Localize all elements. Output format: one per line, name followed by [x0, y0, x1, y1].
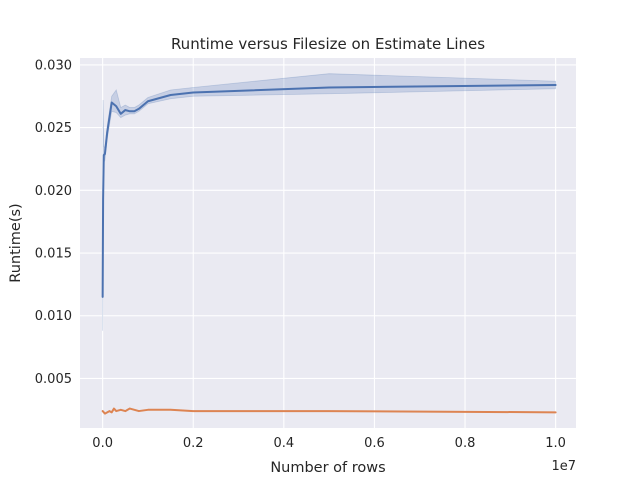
y-tick-label: 0.025: [35, 121, 72, 136]
y-tick-label: 0.030: [35, 58, 72, 73]
grid: [80, 58, 576, 428]
x-axis-offset-label: 1e7: [551, 459, 576, 474]
x-tick-label: 0.8: [455, 436, 476, 451]
x-axis-label: Number of rows: [270, 460, 385, 476]
x-tick-label: 1.0: [545, 436, 566, 451]
y-tick-label: 0.020: [35, 184, 72, 199]
x-tick-label: 0.0: [92, 436, 113, 451]
x-tick-label: 0.6: [364, 436, 385, 451]
tick-labels: 0.005 0.010 0.015 0.020 0.025 0.030 0.0 0.2 0.4 0…: [35, 58, 566, 451]
series-1-confidence-band: [102, 73, 557, 331]
chart-title: Runtime versus Filesize on Estimate Line…: [171, 35, 485, 53]
plot-area: [80, 58, 576, 428]
y-tick-label: 0.005: [35, 372, 72, 387]
confidence-bands: [102, 73, 557, 331]
y-axis-label: Runtime(s): [8, 203, 24, 282]
y-tick-label: 0.015: [35, 247, 72, 262]
series-lines: [101, 83, 557, 415]
series-2-line: [101, 407, 557, 415]
series-1-line: [101, 83, 557, 298]
x-tick-label: 0.4: [273, 436, 294, 451]
x-tick-label: 0.2: [183, 436, 204, 451]
y-tick-label: 0.010: [35, 309, 72, 324]
